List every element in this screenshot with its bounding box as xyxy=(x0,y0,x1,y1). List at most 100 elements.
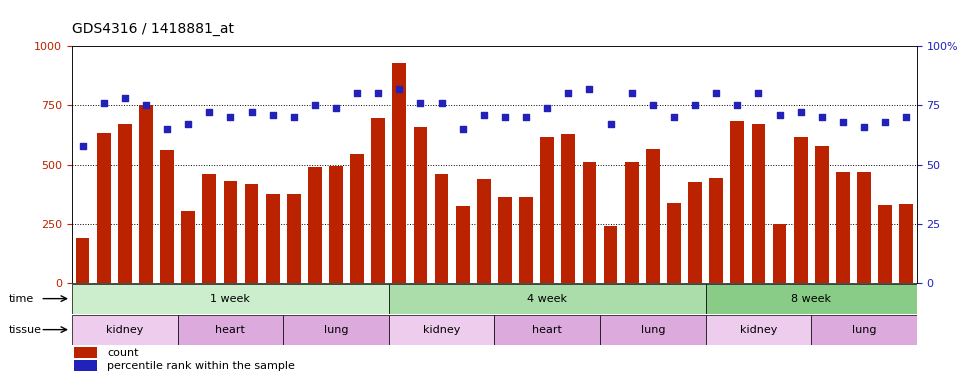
Bar xyxy=(562,134,575,283)
Point xyxy=(666,114,682,120)
Point xyxy=(899,114,914,120)
Point xyxy=(687,102,703,108)
Bar xyxy=(74,360,97,371)
Bar xyxy=(519,197,533,283)
Point xyxy=(877,119,893,125)
Bar xyxy=(266,194,279,283)
Bar xyxy=(706,315,811,344)
Point xyxy=(518,114,534,120)
Bar xyxy=(900,204,913,283)
Point xyxy=(603,121,618,127)
Text: lung: lung xyxy=(640,324,665,334)
Bar xyxy=(477,179,491,283)
Text: kidney: kidney xyxy=(423,324,460,334)
Bar xyxy=(118,124,132,283)
Bar xyxy=(181,211,195,283)
Text: lung: lung xyxy=(324,324,348,334)
Point xyxy=(624,90,639,96)
Bar xyxy=(773,224,786,283)
Bar xyxy=(540,137,554,283)
Bar xyxy=(688,182,702,283)
Point xyxy=(159,126,175,132)
Bar xyxy=(350,154,364,283)
Bar xyxy=(494,315,600,344)
Bar xyxy=(372,118,385,283)
Point xyxy=(455,126,470,132)
Point xyxy=(413,100,428,106)
Bar xyxy=(393,63,406,283)
Bar xyxy=(389,315,494,344)
Bar xyxy=(414,127,427,283)
Bar xyxy=(72,284,389,313)
Bar xyxy=(97,132,110,283)
Point xyxy=(814,114,829,120)
Text: 8 week: 8 week xyxy=(791,294,831,304)
Point xyxy=(180,121,196,127)
Point xyxy=(793,109,808,116)
Bar xyxy=(878,205,892,283)
Point xyxy=(96,100,111,106)
Bar xyxy=(245,184,258,283)
Bar xyxy=(76,238,89,283)
Bar xyxy=(72,315,178,344)
Point xyxy=(371,90,386,96)
Point xyxy=(772,112,787,118)
Text: count: count xyxy=(108,348,139,358)
Bar xyxy=(160,151,174,283)
Bar xyxy=(600,315,706,344)
Bar xyxy=(667,202,681,283)
Bar xyxy=(456,206,469,283)
Bar xyxy=(224,181,237,283)
Text: heart: heart xyxy=(215,324,246,334)
Bar xyxy=(435,174,448,283)
Point xyxy=(349,90,365,96)
Point xyxy=(434,100,449,106)
Point xyxy=(138,102,154,108)
Point xyxy=(244,109,259,116)
Point xyxy=(856,124,872,130)
Bar xyxy=(178,315,283,344)
Bar xyxy=(752,124,765,283)
Text: lung: lung xyxy=(852,324,876,334)
Bar xyxy=(709,178,723,283)
Text: 4 week: 4 week xyxy=(527,294,567,304)
Point xyxy=(835,119,851,125)
Point xyxy=(328,105,344,111)
Text: GDS4316 / 1418881_at: GDS4316 / 1418881_at xyxy=(72,23,234,36)
Point xyxy=(476,112,492,118)
Bar xyxy=(836,172,850,283)
Bar xyxy=(604,226,617,283)
Text: kidney: kidney xyxy=(107,324,143,334)
Bar xyxy=(583,162,596,283)
Text: tissue: tissue xyxy=(9,324,41,334)
Bar xyxy=(646,149,660,283)
Bar xyxy=(706,284,917,313)
Bar xyxy=(498,197,512,283)
Bar xyxy=(74,347,97,358)
Bar xyxy=(308,167,322,283)
Bar xyxy=(203,174,216,283)
Point xyxy=(582,86,597,92)
Bar xyxy=(139,105,153,283)
Point xyxy=(286,114,301,120)
Point xyxy=(540,105,555,111)
Point xyxy=(307,102,323,108)
Bar xyxy=(811,315,917,344)
Point xyxy=(708,90,724,96)
Point xyxy=(265,112,280,118)
Bar xyxy=(329,166,343,283)
Text: time: time xyxy=(9,294,34,304)
Bar xyxy=(857,172,871,283)
Text: heart: heart xyxy=(532,324,563,334)
Point xyxy=(730,102,745,108)
Point xyxy=(561,90,576,96)
Point xyxy=(497,114,513,120)
Bar xyxy=(731,121,744,283)
Text: percentile rank within the sample: percentile rank within the sample xyxy=(108,361,296,371)
Text: 1 week: 1 week xyxy=(210,294,251,304)
Point xyxy=(75,142,90,149)
Point xyxy=(751,90,766,96)
Point xyxy=(117,95,132,101)
Bar xyxy=(389,284,706,313)
Point xyxy=(223,114,238,120)
